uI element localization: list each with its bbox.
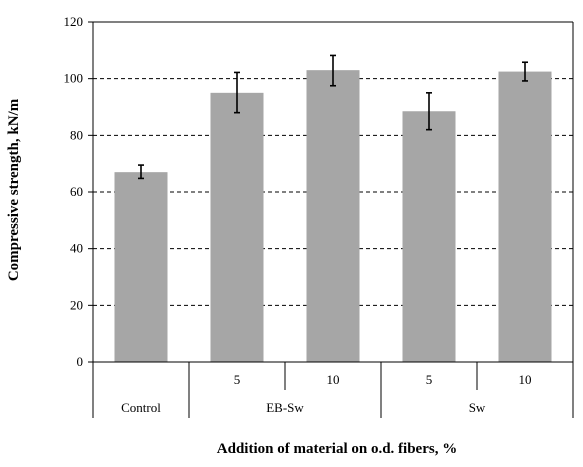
y-axis-label: Compressive strength, kN/m [6, 98, 22, 281]
x-sub-label: 5 [234, 372, 241, 387]
x-group-label: EB-Sw [266, 400, 304, 415]
x-sub-label: 5 [426, 372, 433, 387]
bar [498, 71, 552, 362]
bars [114, 70, 552, 363]
axes [88, 21, 574, 363]
y-tick-label: 40 [70, 241, 83, 256]
x-axis-label: Addition of material on o.d. fibers, % [217, 441, 457, 457]
y-tick-label: 0 [77, 354, 84, 369]
bar [210, 92, 264, 362]
x-sub-label: 10 [519, 372, 532, 387]
y-tick-label: 60 [70, 184, 83, 199]
x-sub-label: 10 [327, 372, 340, 387]
y-tick-labels: 0 20 40 60 80 100 120 [64, 14, 84, 369]
y-tick-label: 120 [64, 14, 84, 29]
y-tick-label: 100 [64, 71, 84, 86]
bar [306, 70, 360, 363]
bar [402, 111, 456, 362]
x-group-label: Control [121, 400, 161, 415]
bar [114, 172, 168, 362]
y-tick-label: 80 [70, 127, 83, 142]
x-group-label: Sw [469, 400, 486, 415]
error-bars [138, 54, 528, 180]
y-tick-label: 20 [70, 297, 83, 312]
x-category-table: Control EB-Sw Sw 5 10 5 10 [92, 362, 574, 418]
